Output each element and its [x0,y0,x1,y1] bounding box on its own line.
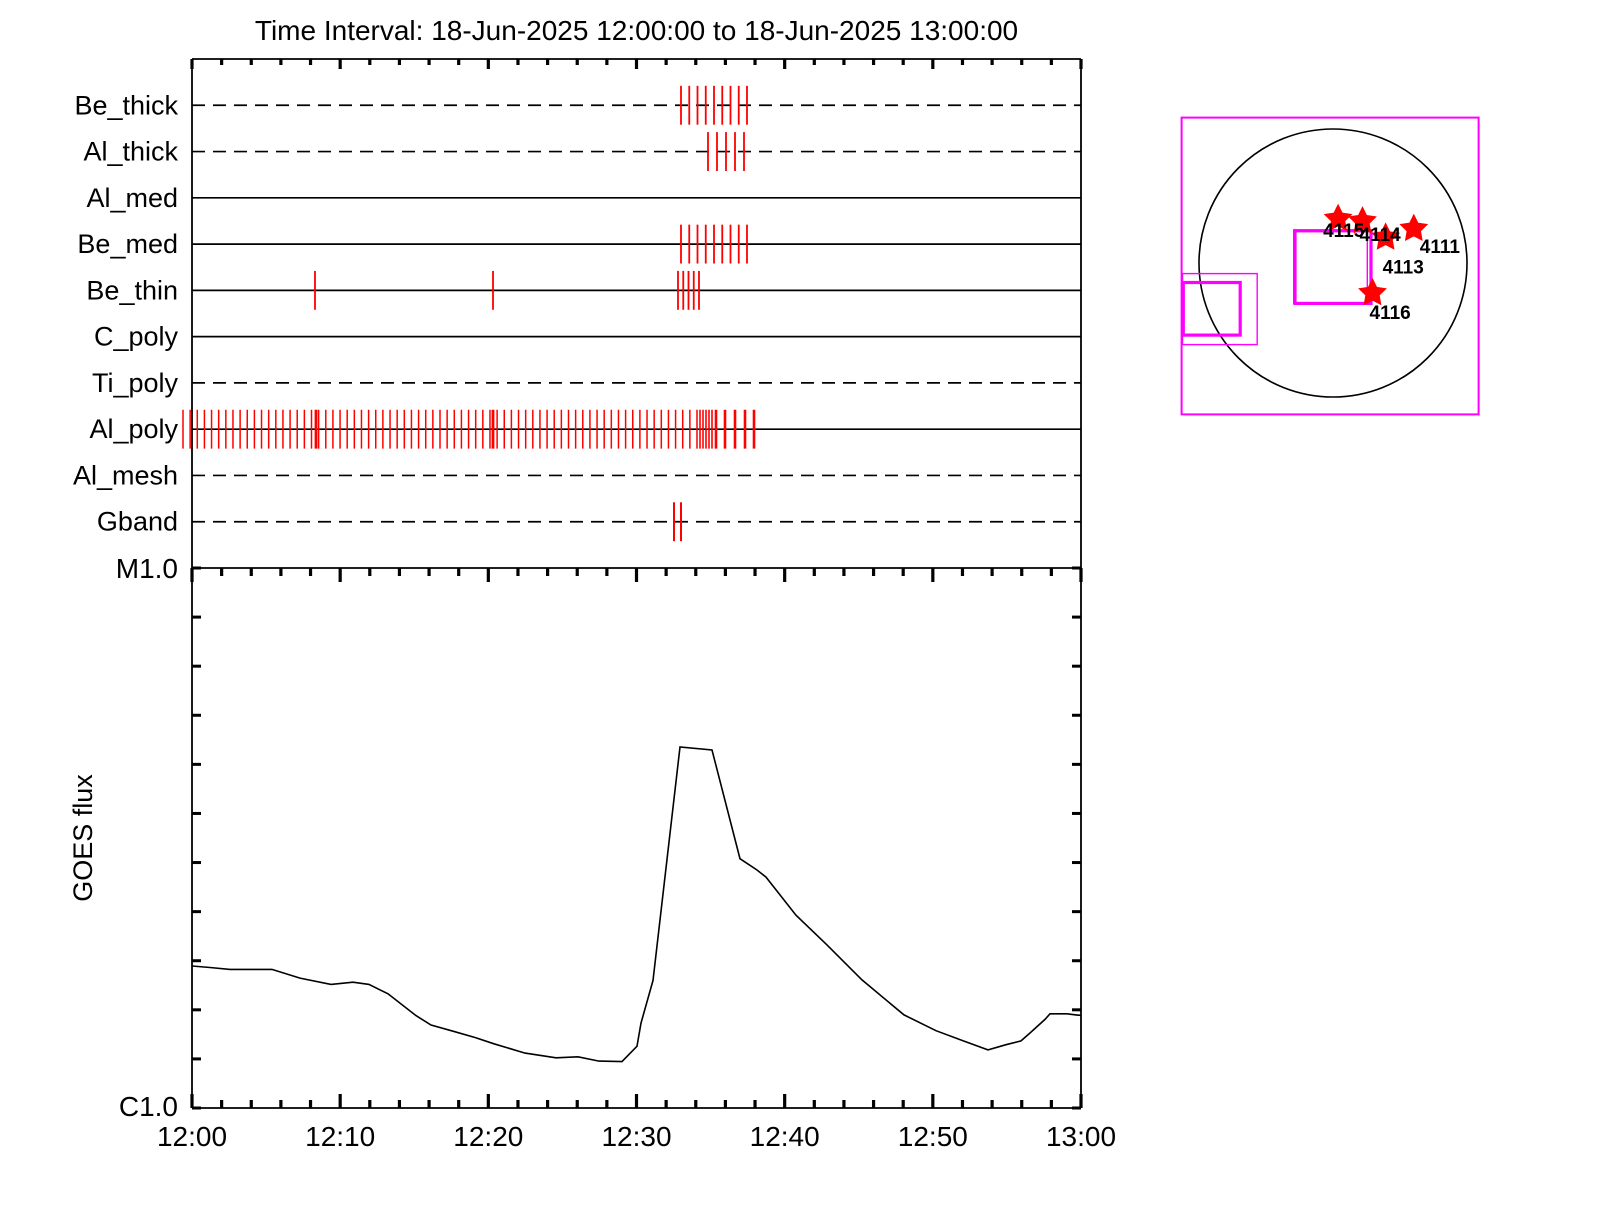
svg-text:12:50: 12:50 [898,1121,968,1152]
svg-text:Be_med: Be_med [77,229,178,259]
svg-text:13:00: 13:00 [1046,1121,1116,1152]
svg-text:4116: 4116 [1370,303,1411,324]
svg-text:12:20: 12:20 [453,1121,523,1152]
svg-text:Al_mesh: Al_mesh [73,460,178,490]
svg-text:Be_thick: Be_thick [74,90,178,120]
svg-text:Al_thick: Al_thick [83,137,178,167]
svg-text:Al_med: Al_med [86,183,178,213]
svg-text:Time Interval: 18-Jun-2025 12:: Time Interval: 18-Jun-2025 12:00:00 to 1… [255,15,1018,46]
svg-text:Gband: Gband [97,507,178,537]
svg-text:C_poly: C_poly [94,322,179,352]
svg-text:C1.0: C1.0 [119,1091,178,1122]
svg-text:4115: 4115 [1323,221,1365,242]
svg-text:4111: 4111 [1420,237,1461,258]
svg-text:4113: 4113 [1383,258,1424,279]
svg-text:M1.0: M1.0 [116,553,178,584]
svg-text:12:30: 12:30 [601,1121,671,1152]
svg-text:Be_thin: Be_thin [86,275,178,305]
svg-text:Ti_poly: Ti_poly [92,368,179,398]
svg-text:12:40: 12:40 [750,1121,820,1152]
svg-text:GOES flux: GOES flux [68,774,98,902]
svg-text:12:00: 12:00 [157,1121,227,1152]
svg-text:12:10: 12:10 [305,1121,375,1152]
svg-text:4114: 4114 [1360,225,1402,246]
svg-text:Al_poly: Al_poly [89,414,178,444]
